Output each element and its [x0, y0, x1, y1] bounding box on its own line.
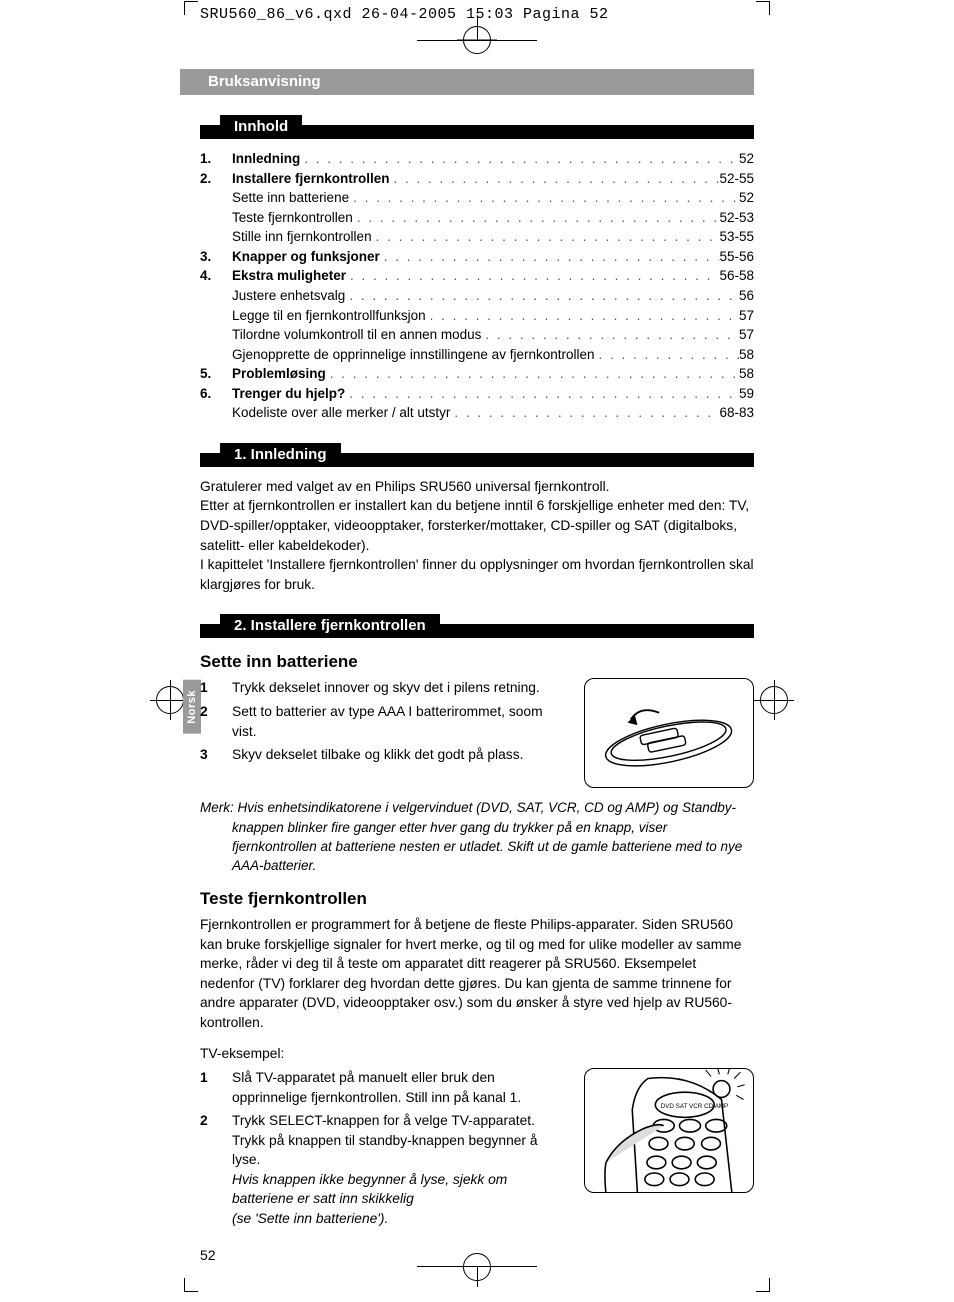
step-number: 1	[200, 1068, 232, 1107]
toc-dots: . . . . . . . . . . . . . . . . . . . . …	[450, 403, 719, 423]
toc-title: Stille inn fjernkontrollen	[232, 227, 372, 247]
toc-title: Problemløsing	[232, 364, 326, 384]
toc-dots: . . . . . . . . . . . . . . . . . . . . …	[595, 345, 739, 365]
toc-page: 57	[739, 325, 754, 345]
step-text: Trykk SELECT-knappen for å velge TV-appa…	[232, 1111, 568, 1228]
toc-title: Ekstra muligheter	[232, 266, 346, 286]
toc-dots: . . . . . . . . . . . . . . . . . . . . …	[390, 169, 720, 189]
toc-row: Teste fjernkontrollen . . . . . . . . . …	[200, 208, 754, 228]
toc-row: Sette inn batteriene . . . . . . . . . .…	[200, 188, 754, 208]
toc-page: 58	[739, 345, 754, 365]
toc-page: 59	[739, 384, 754, 404]
toc-row: 6.Trenger du hjelp? . . . . . . . . . . …	[200, 384, 754, 404]
remote-illustration: DVD SAT VCR CD AMP	[584, 1068, 754, 1193]
toc-row: 1.Innledning . . . . . . . . . . . . . .…	[200, 149, 754, 169]
step-text: Skyv dekselet tilbake og klikk det godt …	[232, 745, 568, 765]
step-text: Sett to batterier av type AAA I batterir…	[232, 702, 568, 741]
innhold-label: Innhold	[220, 115, 302, 139]
step-number: 2	[200, 702, 232, 741]
toc-page: 55-56	[719, 247, 754, 267]
toc-title: Gjenopprette de opprinnelige innstilling…	[232, 345, 595, 365]
toc-page: 52	[739, 188, 754, 208]
step-text: Slå TV-apparatet på manuelt eller bruk d…	[232, 1068, 568, 1107]
toc-row: 3.Knapper og funksjoner . . . . . . . . …	[200, 247, 754, 267]
toc-num: 4.	[200, 266, 232, 286]
battery-note: Merk: Hvis enhetsindikatorene i velgervi…	[200, 798, 754, 875]
step-item: 2Sett to batterier av type AAA I batteri…	[200, 702, 568, 741]
toc-dots: . . . . . . . . . . . . . . . . . . . . …	[481, 325, 739, 345]
toc-title: Legge til en fjernkontrollfunksjon	[232, 306, 426, 326]
step-text: Trykk dekselet innover og skyv det i pil…	[232, 678, 568, 698]
toc-dots: . . . . . . . . . . . . . . . . . . . . …	[380, 247, 720, 267]
toc-dots: . . . . . . . . . . . . . . . . . . . . …	[345, 384, 739, 404]
toc-row: 4.Ekstra muligheter . . . . . . . . . . …	[200, 266, 754, 286]
battery-illustration	[584, 678, 754, 788]
toc-row: Kodeliste over alle merker / alt utstyr …	[200, 403, 754, 423]
section-2-heading: 2. Installere fjernkontrollen	[200, 614, 754, 638]
toc-title: Justere enhetsvalg	[232, 286, 345, 306]
intro-paragraph: Gratulerer med valget av en Philips SRU5…	[200, 477, 754, 594]
page-content: Bruksanvisning Innhold 1.Innledning . . …	[0, 29, 954, 1293]
toc-dots: . . . . . . . . . . . . . . . . . . . . …	[346, 266, 719, 286]
toc-dots: . . . . . . . . . . . . . . . . . . . . …	[353, 208, 720, 228]
toc-row: 2.Installere fjernkontrollen . . . . . .…	[200, 169, 754, 189]
toc-page: 56-58	[719, 266, 754, 286]
toc-title: Teste fjernkontrollen	[232, 208, 353, 228]
bruksanvisning-header: Bruksanvisning	[180, 69, 754, 95]
toc-dots: . . . . . . . . . . . . . . . . . . . . …	[349, 188, 739, 208]
toc-row: Legge til en fjernkontrollfunksjon . . .…	[200, 306, 754, 326]
toc-dots: . . . . . . . . . . . . . . . . . . . . …	[372, 227, 720, 247]
step-item: 1Trykk dekselet innover og skyv det i pi…	[200, 678, 568, 698]
section-1-heading: 1. Innledning	[200, 443, 754, 467]
step-item: 3Skyv dekselet tilbake og klikk det godt…	[200, 745, 568, 765]
toc-row: Gjenopprette de opprinnelige innstilling…	[200, 345, 754, 365]
section-2-label: 2. Installere fjernkontrollen	[220, 614, 440, 638]
toc-title: Kodeliste over alle merker / alt utstyr	[232, 403, 450, 423]
toc-title: Installere fjernkontrollen	[232, 169, 390, 189]
section-1-label: 1. Innledning	[220, 443, 341, 467]
toc-title: Innledning	[232, 149, 300, 169]
toc-row: 5.Problemløsing . . . . . . . . . . . . …	[200, 364, 754, 384]
toc-page: 53-55	[719, 227, 754, 247]
page-number: 52	[200, 1247, 216, 1263]
innhold-heading: Innhold	[200, 115, 754, 139]
step-number: 2	[200, 1111, 232, 1228]
step-item: 2Trykk SELECT-knappen for å velge TV-app…	[200, 1111, 568, 1228]
toc-page: 52	[739, 149, 754, 169]
toc-num: 6.	[200, 384, 232, 404]
svg-text:DVD SAT VCR CD AMP: DVD SAT VCR CD AMP	[661, 1102, 729, 1109]
sette-inn-heading: Sette inn batteriene	[200, 652, 754, 672]
toc-title: Trenger du hjelp?	[232, 384, 345, 404]
tv-steps-list: 1Slå TV-apparatet på manuelt eller bruk …	[200, 1068, 568, 1229]
toc-num: 5.	[200, 364, 232, 384]
battery-steps-list: 1Trykk dekselet innover og skyv det i pi…	[200, 678, 568, 764]
toc-page: 58	[739, 364, 754, 384]
step-number: 3	[200, 745, 232, 765]
toc-page: 57	[739, 306, 754, 326]
toc-num: 1.	[200, 149, 232, 169]
step-number: 1	[200, 678, 232, 698]
toc-dots: . . . . . . . . . . . . . . . . . . . . …	[426, 306, 739, 326]
tv-example-label: TV-eksempel:	[200, 1044, 754, 1064]
toc-dots: . . . . . . . . . . . . . . . . . . . . …	[345, 286, 739, 306]
toc-page: 52-53	[719, 208, 754, 228]
toc-title: Knapper og funksjoner	[232, 247, 380, 267]
toc-row: Stille inn fjernkontrollen . . . . . . .…	[200, 227, 754, 247]
step-item: 1Slå TV-apparatet på manuelt eller bruk …	[200, 1068, 568, 1107]
toc-dots: . . . . . . . . . . . . . . . . . . . . …	[326, 364, 739, 384]
toc-page: 68-83	[719, 403, 754, 423]
toc-title: Tilordne volumkontroll til en annen modu…	[232, 325, 481, 345]
teste-heading: Teste fjernkontrollen	[200, 889, 754, 909]
toc-num: 2.	[200, 169, 232, 189]
toc-page: 52-55	[719, 169, 754, 189]
toc-row: Tilordne volumkontroll til en annen modu…	[200, 325, 754, 345]
toc-title: Sette inn batteriene	[232, 188, 349, 208]
toc-page: 56	[739, 286, 754, 306]
teste-paragraph: Fjernkontrollen er programmert for å bet…	[200, 915, 754, 1032]
table-of-contents: 1.Innledning . . . . . . . . . . . . . .…	[200, 149, 754, 423]
toc-num: 3.	[200, 247, 232, 267]
toc-dots: . . . . . . . . . . . . . . . . . . . . …	[300, 149, 739, 169]
toc-row: Justere enhetsvalg . . . . . . . . . . .…	[200, 286, 754, 306]
